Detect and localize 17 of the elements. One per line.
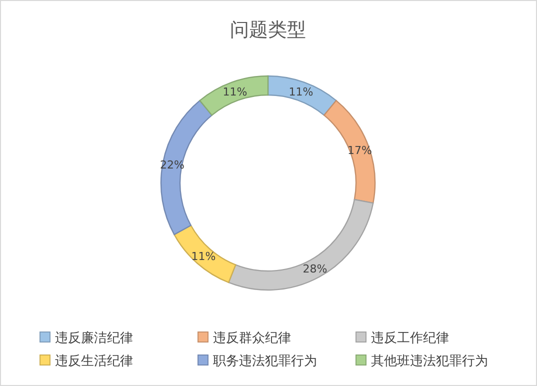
data-label: 11%: [222, 85, 248, 98]
legend-label: 违反廉洁纪律: [55, 331, 133, 346]
legend-label: 其他班违法犯罪行为: [371, 354, 488, 369]
donut-slice: [228, 198, 374, 291]
legend-label: 违反工作纪律: [371, 331, 449, 346]
legend-label: 违反群众纪律: [213, 331, 291, 346]
data-label: 11%: [191, 250, 216, 264]
donut-slice: [160, 100, 213, 236]
donut-slice: [323, 100, 376, 204]
chart-title: 问题类型: [230, 19, 306, 41]
legend-label: 违反生活纪律: [55, 354, 133, 369]
donut-slice: [199, 75, 269, 116]
data-label: 11%: [288, 85, 314, 98]
donut-slice: [174, 224, 236, 284]
data-label: 28%: [302, 262, 328, 276]
donut-slice: [267, 75, 337, 116]
legend-label: 职务违法犯罪行为: [213, 354, 317, 369]
